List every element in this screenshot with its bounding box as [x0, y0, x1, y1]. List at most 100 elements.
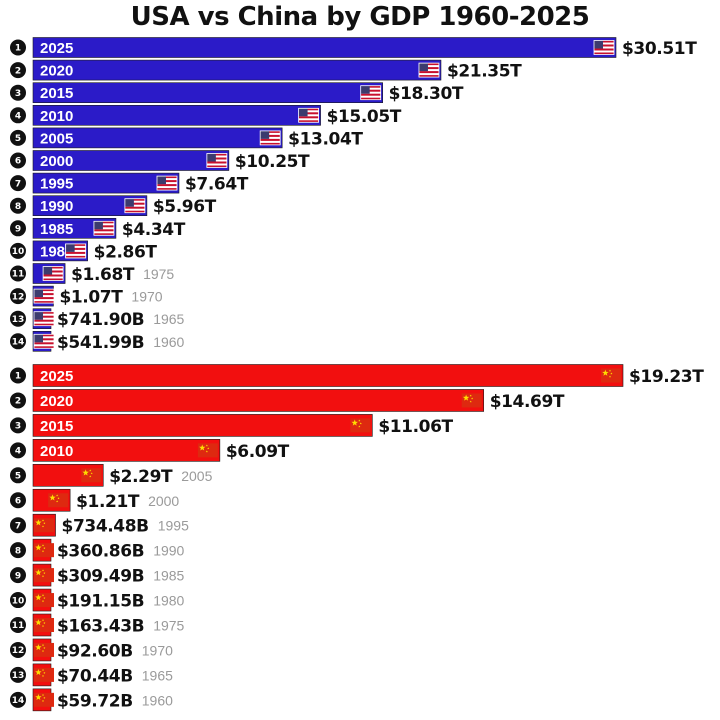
- china-bar: [32, 389, 485, 412]
- us-flag-icon: [593, 40, 615, 55]
- china-flag-icon: [461, 393, 482, 408]
- china-rank-label: 9: [15, 571, 21, 581]
- usa-year-label: 1965: [153, 311, 184, 327]
- usa-year-label: 2005: [40, 130, 73, 147]
- china-year-label: 2000: [148, 493, 179, 509]
- china-year-label: 2005: [181, 468, 212, 484]
- usa-value-label: $5.96T: [153, 197, 217, 217]
- usa-rank-label: 3: [15, 89, 21, 99]
- china-rank-label: 8: [15, 546, 21, 556]
- china-rank-badge: [10, 691, 26, 708]
- china-rank-label: 3: [15, 422, 21, 432]
- china-rank-badge: [10, 417, 26, 434]
- us-flag-icon: [42, 266, 64, 281]
- usa-rank-badge: [10, 84, 26, 101]
- china-flag-icon: [350, 418, 371, 433]
- usa-value-label: $13.04T: [288, 129, 363, 149]
- us-flag-icon: [418, 62, 440, 78]
- usa-year-label: 198: [40, 243, 65, 260]
- usa-year-label: 1995: [40, 176, 73, 193]
- usa-rank-badge: [10, 175, 26, 192]
- usa-rank-label: 7: [15, 179, 21, 189]
- china-year-label: 1980: [153, 593, 184, 609]
- usa-rank-badge: [10, 242, 26, 259]
- china-rank-badge: [10, 592, 26, 609]
- usa-value-label: $541.99B: [57, 333, 144, 353]
- china-rank-label: 11: [12, 621, 25, 631]
- china-rank-badge: [10, 641, 26, 658]
- china-bar: [32, 439, 221, 462]
- china-flag-icon: [601, 368, 621, 383]
- usa-rank-label: 9: [15, 225, 21, 235]
- usa-rank-badge: [10, 310, 26, 327]
- usa-year-label: 2025: [40, 40, 73, 57]
- china-rank-label: 13: [12, 671, 25, 681]
- usa-year-label: 2010: [40, 108, 73, 125]
- usa-rank-badge: [10, 220, 26, 237]
- usa-bar: [32, 127, 283, 149]
- china-year-label: 1985: [153, 568, 184, 584]
- china-value-label: $6.09T: [226, 442, 290, 462]
- china-year-label: 1970: [142, 642, 173, 658]
- usa-year-label: 2020: [40, 63, 73, 80]
- china-value-label: $360.86B: [57, 542, 144, 562]
- china-rank-badge: [10, 666, 26, 683]
- china-value-label: $163.43B: [57, 617, 144, 637]
- china-year-label: 1965: [142, 667, 173, 683]
- china-rank-label: 7: [15, 521, 21, 531]
- china-value-label: $70.44B: [57, 666, 133, 686]
- us-flag-icon: [33, 288, 55, 304]
- china-flag-icon: [34, 618, 54, 632]
- china-rank-badge: [10, 567, 26, 584]
- china-value-label: $734.48B: [62, 517, 149, 537]
- china-value-label: $1.21T: [76, 492, 140, 512]
- usa-bar: [32, 150, 230, 171]
- us-flag-icon: [298, 107, 319, 123]
- usa-bar: [32, 59, 442, 81]
- usa-rank-badge: [10, 39, 26, 56]
- china-value-label: $59.72B: [57, 691, 133, 711]
- china-rank-label: 4: [15, 447, 21, 457]
- china-rank-label: 5: [15, 472, 21, 482]
- china-value-label: $309.49B: [57, 567, 144, 587]
- usa-rank-badge: [10, 265, 26, 282]
- china-rank-badge: [10, 492, 26, 509]
- usa-rank-badge: [10, 62, 26, 79]
- usa-value-label: $2.86T: [94, 242, 158, 262]
- china-flag-icon: [34, 667, 54, 682]
- usa-year-label: 1975: [143, 266, 174, 282]
- usa-rank-label: 2: [15, 66, 21, 76]
- usa-year-label: 1990: [40, 198, 73, 215]
- china-rank-label: 14: [12, 696, 25, 706]
- china-rank-label: 12: [12, 646, 25, 656]
- china-year-label: 2010: [40, 443, 73, 460]
- usa-value-label: $1.07T: [59, 288, 123, 308]
- us-flag-icon: [33, 333, 55, 349]
- china-rank-badge: [10, 617, 26, 633]
- usa-value-label: $741.90B: [57, 310, 144, 330]
- usa-year-label: 1960: [153, 334, 184, 350]
- us-flag-icon: [33, 311, 55, 327]
- usa-year-label: 2015: [40, 85, 73, 102]
- china-bar: [32, 364, 624, 387]
- china-rank-badge: [10, 392, 26, 409]
- china-flag-icon: [34, 642, 54, 657]
- usa-rank-badge: [10, 197, 26, 214]
- china-rank-label: 10: [12, 596, 25, 606]
- china-value-label: $19.23T: [629, 367, 704, 387]
- usa-rank-badge: [10, 152, 26, 169]
- china-value-label: $14.69T: [490, 392, 565, 412]
- china-rank-badge: [10, 517, 26, 534]
- china-value-label: $2.29T: [109, 467, 173, 487]
- usa-value-label: $21.35T: [447, 62, 522, 82]
- us-flag-icon: [206, 153, 228, 168]
- china-rank-badge: [10, 467, 26, 484]
- usa-value-label: $30.51T: [622, 39, 697, 59]
- china-flag-icon: [81, 468, 102, 483]
- usa-rank-label: 6: [15, 157, 21, 167]
- china-year-label: 1975: [153, 618, 184, 634]
- us-flag-icon: [124, 198, 146, 214]
- usa-value-label: $7.64T: [185, 175, 249, 195]
- china-rank-label: 2: [15, 397, 21, 407]
